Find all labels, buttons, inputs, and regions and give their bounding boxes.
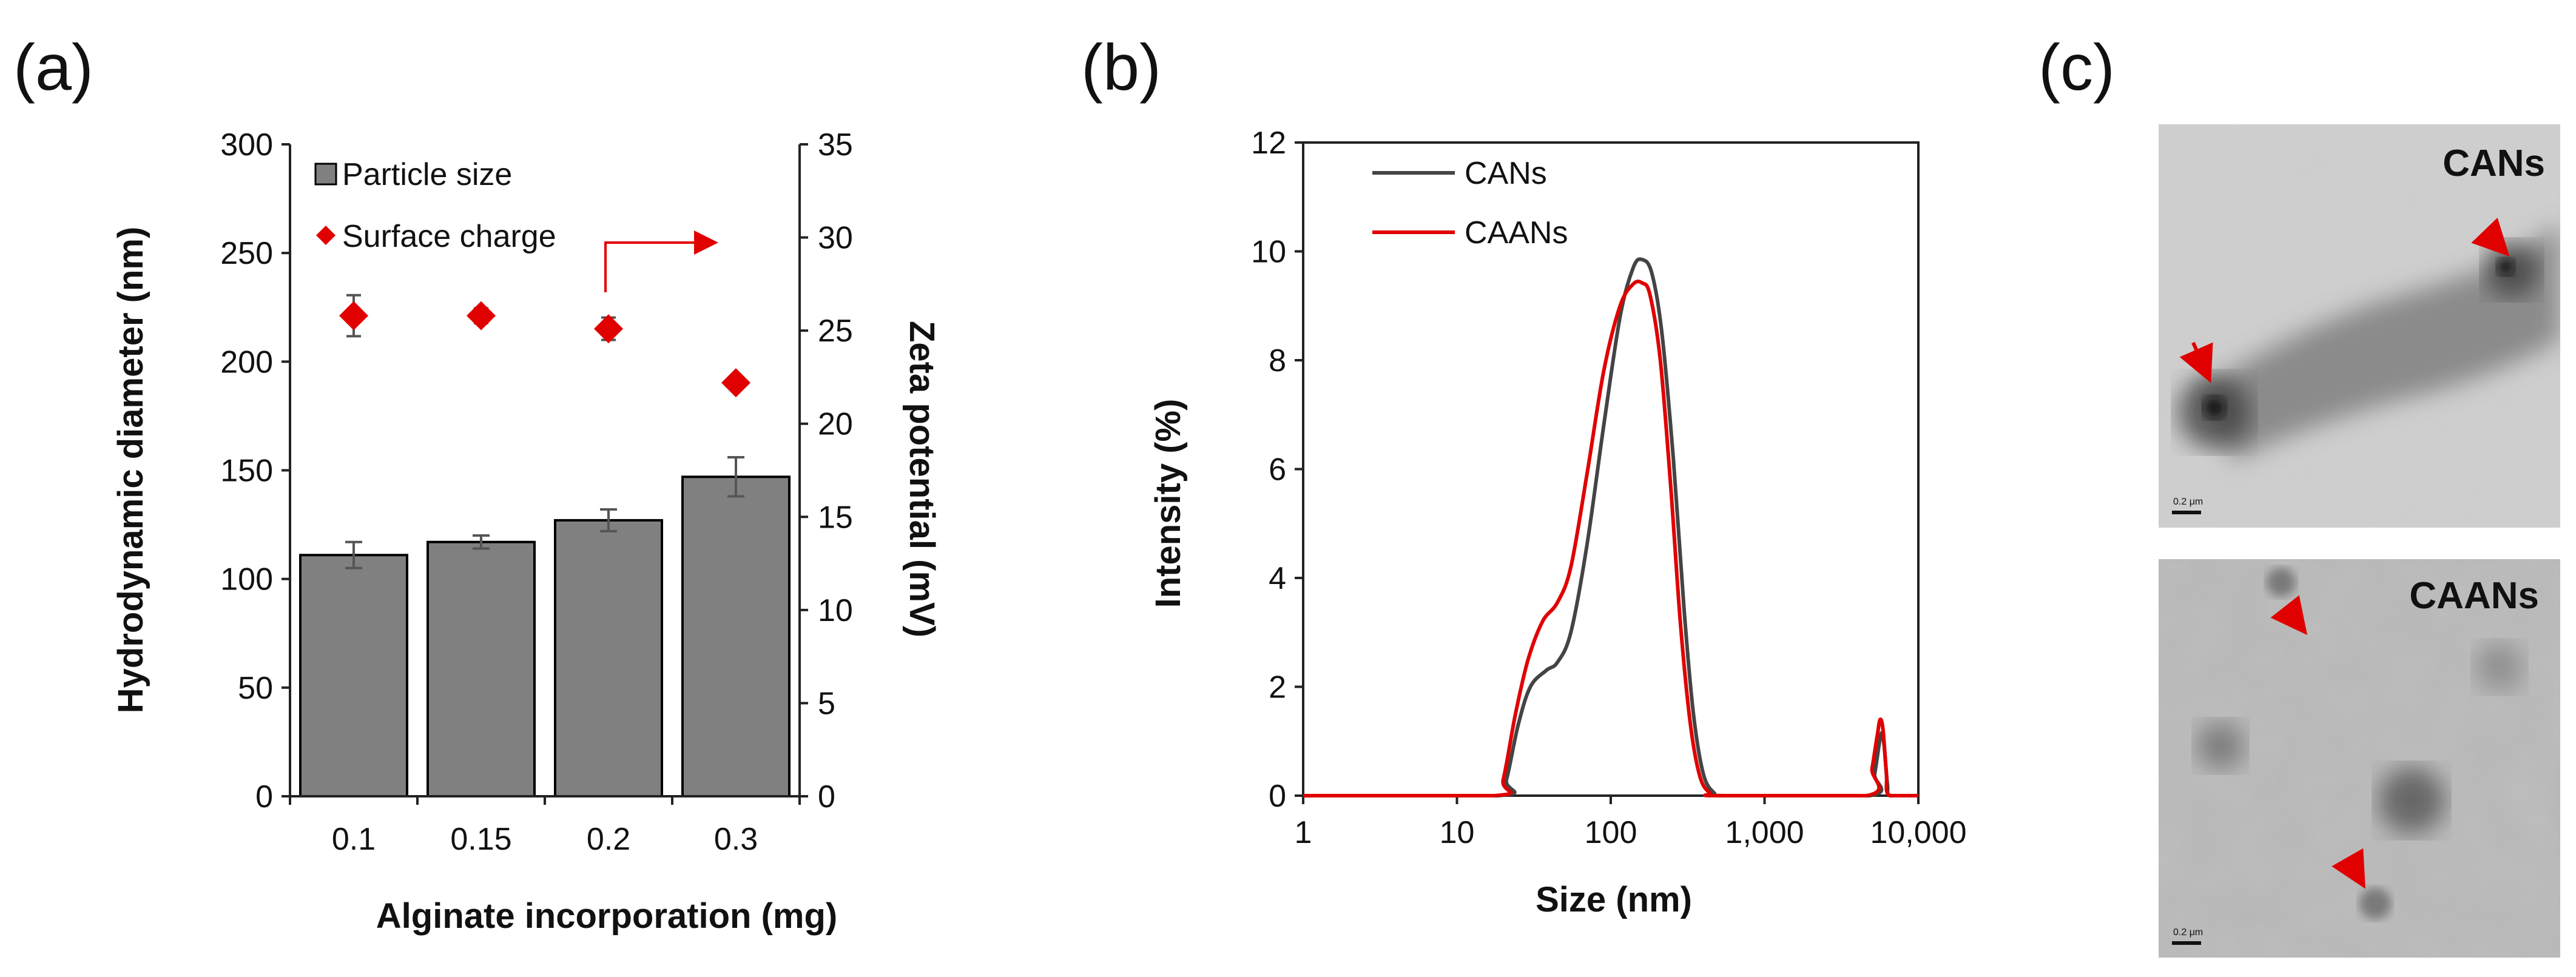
bar-particle-size-1	[427, 540, 536, 797]
chart-a-y-tick-3: 150	[220, 454, 273, 489]
chart-b-y-tick-1: 2	[1269, 670, 1286, 705]
chart-a-xlabel: Alginate incorporation (mg)	[376, 896, 837, 936]
tem-top-label: CANs	[2443, 143, 2545, 184]
marker-surface-charge-2	[594, 314, 623, 344]
chart-b-frame	[1302, 141, 1920, 797]
chart-a-y-tick-2: 100	[220, 562, 273, 597]
panel-a-label: (a)	[13, 30, 93, 104]
chart-a-x-tick-2: 0.2	[587, 822, 630, 857]
chart-b: 0 2 4 6 8 10 12 1 10 100 1,000 10,000 Size (nm) In…	[1148, 126, 1967, 919]
chart-b-x-tick-0: 1	[1295, 815, 1312, 850]
legend-cans-label: CANs	[1465, 156, 1547, 191]
panel-c-label: (c)	[2038, 30, 2115, 104]
legend-particle-size-label: Particle size	[342, 157, 512, 192]
chart-a-y-tick-0: 0	[255, 779, 273, 814]
chart-b-y-tick-2: 4	[1269, 561, 1286, 596]
legend-surface-charge-label: Surface charge	[342, 219, 556, 254]
chart-b-lines	[1303, 257, 1918, 798]
chart-a-y-tick-5: 250	[220, 236, 273, 271]
chart-a-x-tick-3: 0.3	[714, 822, 758, 857]
chart-a-y2-ticks: 0 5 10 15 20 25 30 35	[800, 127, 853, 814]
chart-b-y-tick-0: 0	[1269, 779, 1286, 814]
legend-particle-size-swatch	[314, 163, 337, 186]
chart-a-y2-tick-3: 15	[818, 500, 853, 535]
chart-a-y2label: Zeta potential (mV)	[902, 321, 942, 637]
chart-b-xlabel: Size (nm)	[1536, 880, 1692, 919]
tem-image-cans: CANs 0.2 μm	[2159, 124, 2560, 528]
chart-b-plot-frame	[1302, 141, 1920, 797]
chart-a-y-tick-6: 300	[220, 127, 273, 163]
legend-caans-label: CAANs	[1465, 215, 1568, 250]
tem-bottom-arrow-1	[2270, 595, 2308, 636]
chart-a-y2-tick-1: 5	[818, 686, 835, 721]
errorbar-particle-size-0	[345, 540, 362, 569]
chart-a-y2-tick-7: 35	[818, 127, 853, 163]
chart-b-x-tick-3: 1,000	[1725, 815, 1804, 850]
chart-a-y-tick-1: 50	[238, 671, 273, 706]
marker-surface-charge-0	[339, 294, 368, 338]
chart-b-y-tick-6: 12	[1251, 126, 1286, 161]
chart-a-y2-tick-4: 20	[818, 407, 853, 442]
panel-b-label: (b)	[1081, 30, 1161, 104]
chart-a-bars	[299, 475, 791, 798]
chart-a-y2-tick-0: 0	[818, 779, 835, 814]
chart-b-y-tick-3: 6	[1269, 452, 1286, 488]
chart-a-right-axis-arrow	[604, 230, 718, 292]
chart-a-y-tick-4: 200	[220, 344, 273, 380]
tem-top-scale-text: 0.2 μm	[2173, 497, 2203, 507]
chart-b-x-tick-2: 100	[1585, 815, 1637, 850]
chart-a-y2-tick-6: 30	[818, 221, 853, 256]
series-line-caans	[1303, 280, 1918, 798]
chart-a-y-ticks: 0 50 100 150 200 250 300	[220, 127, 290, 814]
marker-surface-charge-3	[721, 368, 750, 398]
bar-particle-size-3	[681, 475, 791, 797]
chart-a-surface-charge-markers	[339, 294, 750, 398]
chart-b-y-tick-4: 8	[1269, 343, 1286, 378]
errorbar-particle-size-3	[727, 456, 744, 498]
chart-b-y-ticks: 0 2 4 6 8 10 12	[1251, 126, 1303, 814]
tem-top-arrow-1	[2179, 341, 2213, 383]
errorbar-particle-size-1	[473, 534, 490, 550]
tem-top-arrow-2	[2471, 217, 2510, 257]
chart-b-y-tick-5: 10	[1251, 235, 1286, 270]
tem-image-caans: CAANs 0.2 μm	[2159, 559, 2560, 958]
chart-a-ylabel: Hydrodynamic diameter (nm)	[111, 227, 150, 714]
chart-b-x-tick-4: 10,000	[1870, 815, 1966, 850]
marker-surface-charge-1	[467, 301, 496, 331]
chart-b-ylabel: Intensity (%)	[1148, 399, 1188, 608]
errorbar-particle-size-2	[600, 508, 617, 532]
chart-a-legend: Particle size Surface charge	[314, 157, 556, 254]
chart-b-x-ticks: 1 10 100 1,000 10,000	[1295, 796, 1967, 850]
chart-a-x-tick-0: 0.1	[332, 822, 376, 857]
chart-b-legend: CANs CAANs	[1372, 156, 1568, 250]
legend-surface-charge-swatch	[316, 226, 335, 245]
chart-b-x-tick-1: 10	[1440, 815, 1475, 850]
bar-particle-size-0	[299, 554, 408, 797]
chart-a-x-ticks: 0.1 0.15 0.2 0.3	[289, 796, 801, 857]
chart-a-x-tick-1: 0.15	[450, 822, 511, 857]
chart-a-y2-tick-2: 10	[818, 593, 853, 628]
bar-particle-size-2	[554, 519, 663, 798]
tem-bottom-arrow-2	[2332, 848, 2365, 889]
tem-bottom-scale-text: 0.2 μm	[2173, 927, 2203, 938]
tem-bottom-label: CAANs	[2409, 575, 2539, 617]
chart-a-y2-tick-5: 25	[818, 314, 853, 349]
chart-a-bar-errors	[345, 456, 744, 569]
